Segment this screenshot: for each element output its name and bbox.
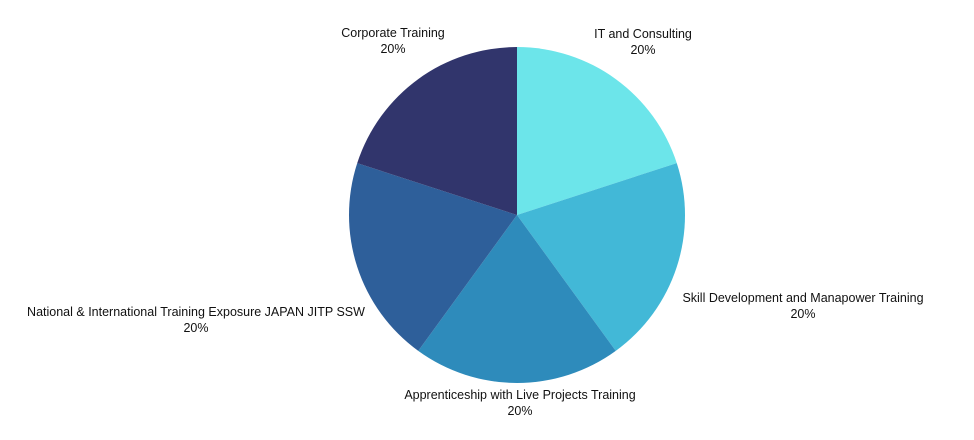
slice-label-skill-development-and-manapower-training: Skill Development and Manapower Training [682, 291, 923, 305]
slice-value-corporate-training: 20% [380, 42, 405, 56]
pie-labels: IT and Consulting 20% Skill Development an… [27, 26, 924, 418]
slice-value-apprenticeship-with-live-projects-training: 20% [507, 404, 532, 418]
slice-label-corporate-training: Corporate Training [341, 26, 445, 40]
pie-slices [349, 47, 685, 383]
slice-it-and-consulting[interactable] [517, 47, 677, 215]
slice-value-it-and-consulting: 20% [630, 43, 655, 57]
slice-value-national-international-training-exposure-japan-jitp-ssw: 20% [183, 321, 208, 335]
slice-national-international-training-exposure-japan-jitp-ssw[interactable] [349, 163, 517, 351]
slice-skill-development-and-manapower-training[interactable] [517, 163, 685, 351]
slice-label-national-international-training-exposure-japan-jitp-ssw: National & International Training Exposu… [27, 305, 365, 319]
slice-apprenticeship-with-live-projects-training[interactable] [418, 215, 616, 383]
slice-label-it-and-consulting: IT and Consulting [594, 27, 692, 41]
slice-corporate-training[interactable] [357, 47, 517, 215]
slice-label-apprenticeship-with-live-projects-training: Apprenticeship with Live Projects Traini… [404, 388, 635, 402]
slice-value-skill-development-and-manapower-training: 20% [790, 307, 815, 321]
